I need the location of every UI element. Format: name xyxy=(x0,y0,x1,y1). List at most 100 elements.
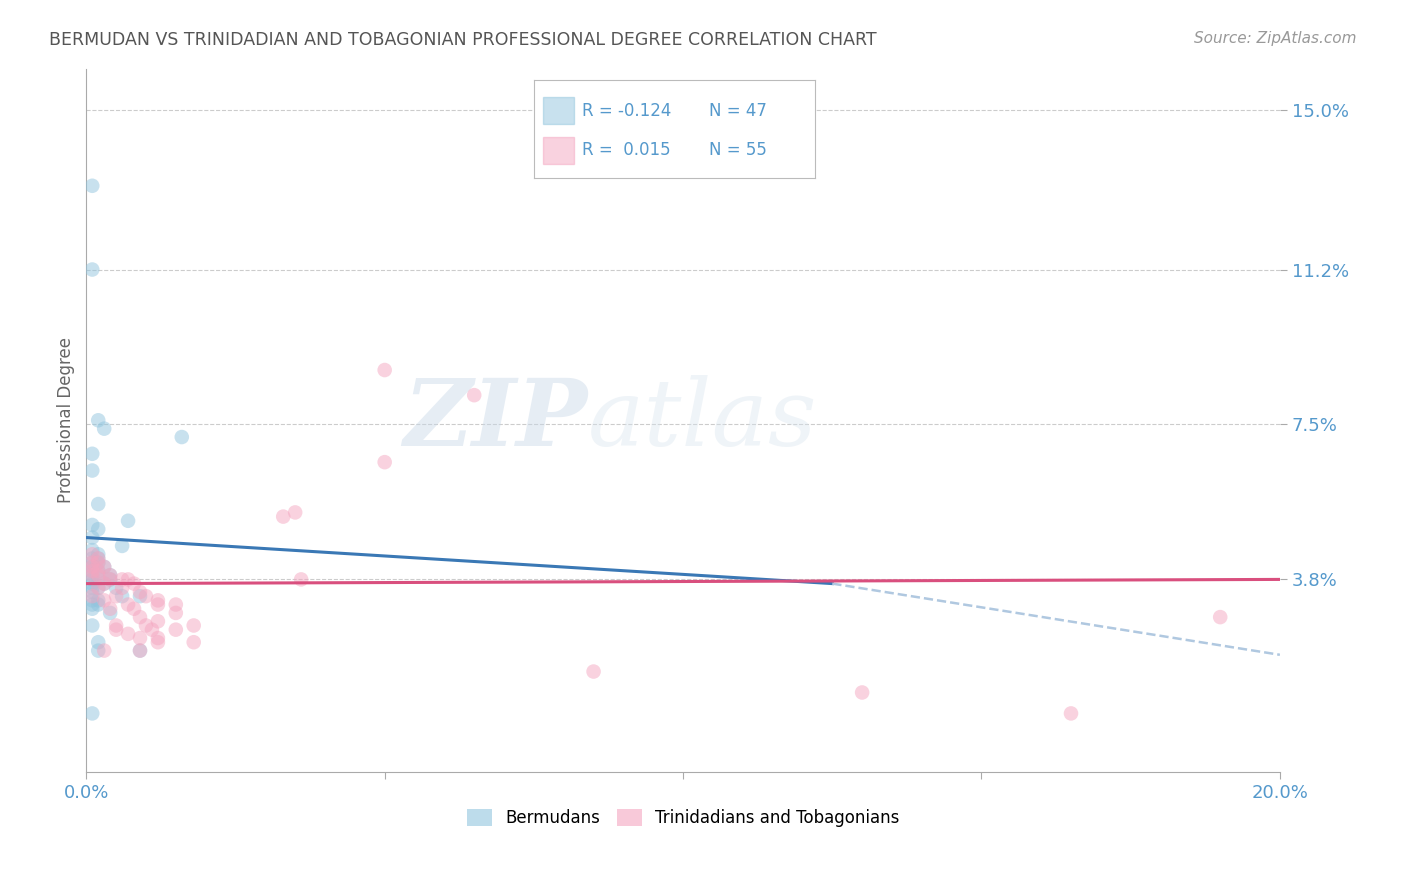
Point xyxy=(129,610,152,624)
Point xyxy=(82,585,104,599)
Text: BERMUDAN VS TRINIDADIAN AND TOBAGONIAN PROFESSIONAL DEGREE CORRELATION CHART: BERMUDAN VS TRINIDADIAN AND TOBAGONIAN P… xyxy=(49,31,877,49)
Point xyxy=(117,598,139,612)
Point xyxy=(82,564,104,578)
Point xyxy=(87,564,110,578)
Point xyxy=(105,618,128,632)
Point xyxy=(82,556,104,570)
Bar xyxy=(543,97,574,124)
Point xyxy=(82,464,104,478)
Point xyxy=(93,422,115,436)
Point xyxy=(82,551,104,566)
Point xyxy=(87,635,110,649)
Point xyxy=(146,593,169,607)
Point xyxy=(105,623,128,637)
Point xyxy=(129,589,152,603)
Point xyxy=(98,601,121,615)
Point xyxy=(98,573,121,587)
Point xyxy=(82,559,104,574)
Point xyxy=(146,631,169,645)
Point xyxy=(82,581,104,595)
Point xyxy=(146,635,169,649)
Point xyxy=(82,589,104,603)
Point xyxy=(1209,610,1232,624)
Point xyxy=(82,559,104,574)
Point xyxy=(93,559,115,574)
Text: N = 47: N = 47 xyxy=(709,102,766,120)
Point xyxy=(851,685,873,699)
Point xyxy=(271,509,294,524)
Point xyxy=(98,573,121,587)
Point xyxy=(463,388,485,402)
Point xyxy=(82,706,104,721)
Text: ZIP: ZIP xyxy=(404,376,588,466)
Point xyxy=(87,556,110,570)
Point xyxy=(82,598,104,612)
Point xyxy=(82,543,104,558)
Text: Source: ZipAtlas.com: Source: ZipAtlas.com xyxy=(1194,31,1357,46)
Point xyxy=(183,618,205,632)
Point xyxy=(82,262,104,277)
Point xyxy=(129,631,152,645)
Point xyxy=(183,635,205,649)
Point xyxy=(82,568,104,582)
Point xyxy=(93,576,115,591)
Point xyxy=(82,547,104,561)
Point xyxy=(87,522,110,536)
Text: R =  0.015: R = 0.015 xyxy=(582,141,671,159)
Point xyxy=(98,568,121,582)
Point xyxy=(82,178,104,193)
Point xyxy=(170,430,193,444)
Point xyxy=(141,623,163,637)
Point xyxy=(129,643,152,657)
Point xyxy=(1060,706,1083,721)
Point xyxy=(87,573,110,587)
Point xyxy=(93,559,115,574)
Point xyxy=(87,551,110,566)
Point xyxy=(82,447,104,461)
Point xyxy=(82,556,104,570)
Point xyxy=(146,598,169,612)
Point xyxy=(129,643,152,657)
Point xyxy=(87,593,110,607)
Point xyxy=(165,598,187,612)
Point xyxy=(117,573,139,587)
Point xyxy=(117,514,139,528)
Point xyxy=(87,556,110,570)
Bar xyxy=(543,136,574,164)
Point xyxy=(93,576,115,591)
Point xyxy=(122,576,145,591)
Point xyxy=(122,601,145,615)
Point xyxy=(117,627,139,641)
Point xyxy=(111,581,134,595)
Point xyxy=(87,497,110,511)
Legend: Bermudans, Trinidadians and Tobagonians: Bermudans, Trinidadians and Tobagonians xyxy=(460,803,905,834)
Point xyxy=(87,643,110,657)
Point xyxy=(82,564,104,578)
Point xyxy=(135,618,157,632)
Point xyxy=(87,413,110,427)
Point xyxy=(105,589,128,603)
Point xyxy=(135,589,157,603)
Point xyxy=(93,593,115,607)
Point xyxy=(165,606,187,620)
Point xyxy=(82,593,104,607)
Point xyxy=(82,568,104,582)
Point xyxy=(82,618,104,632)
Point xyxy=(82,518,104,533)
Point xyxy=(582,665,605,679)
Point xyxy=(111,589,134,603)
Point xyxy=(87,551,110,566)
Text: R = -0.124: R = -0.124 xyxy=(582,102,672,120)
Point xyxy=(98,606,121,620)
Point xyxy=(98,568,121,582)
Point xyxy=(129,585,152,599)
Text: atlas: atlas xyxy=(588,376,817,466)
Point xyxy=(82,573,104,587)
Point xyxy=(87,581,110,595)
Point xyxy=(93,643,115,657)
Point xyxy=(87,568,110,582)
Point xyxy=(165,623,187,637)
Point xyxy=(111,573,134,587)
Point xyxy=(290,573,312,587)
Point xyxy=(374,363,396,377)
